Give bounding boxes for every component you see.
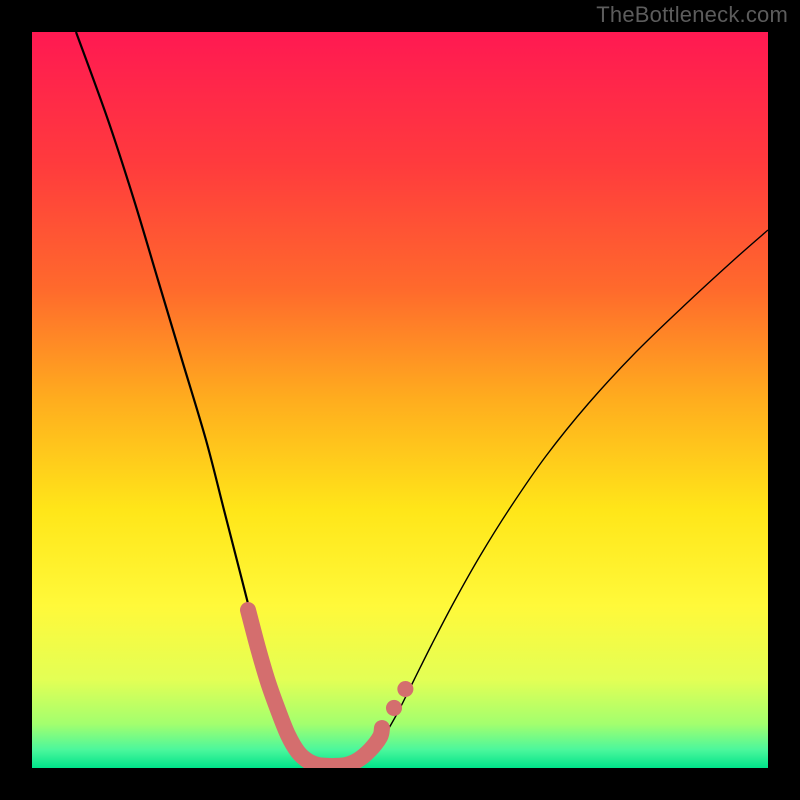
watermark-text: TheBottleneck.com [596,2,788,28]
bottleneck-chart [0,0,800,800]
chart-background-gradient [32,32,768,768]
